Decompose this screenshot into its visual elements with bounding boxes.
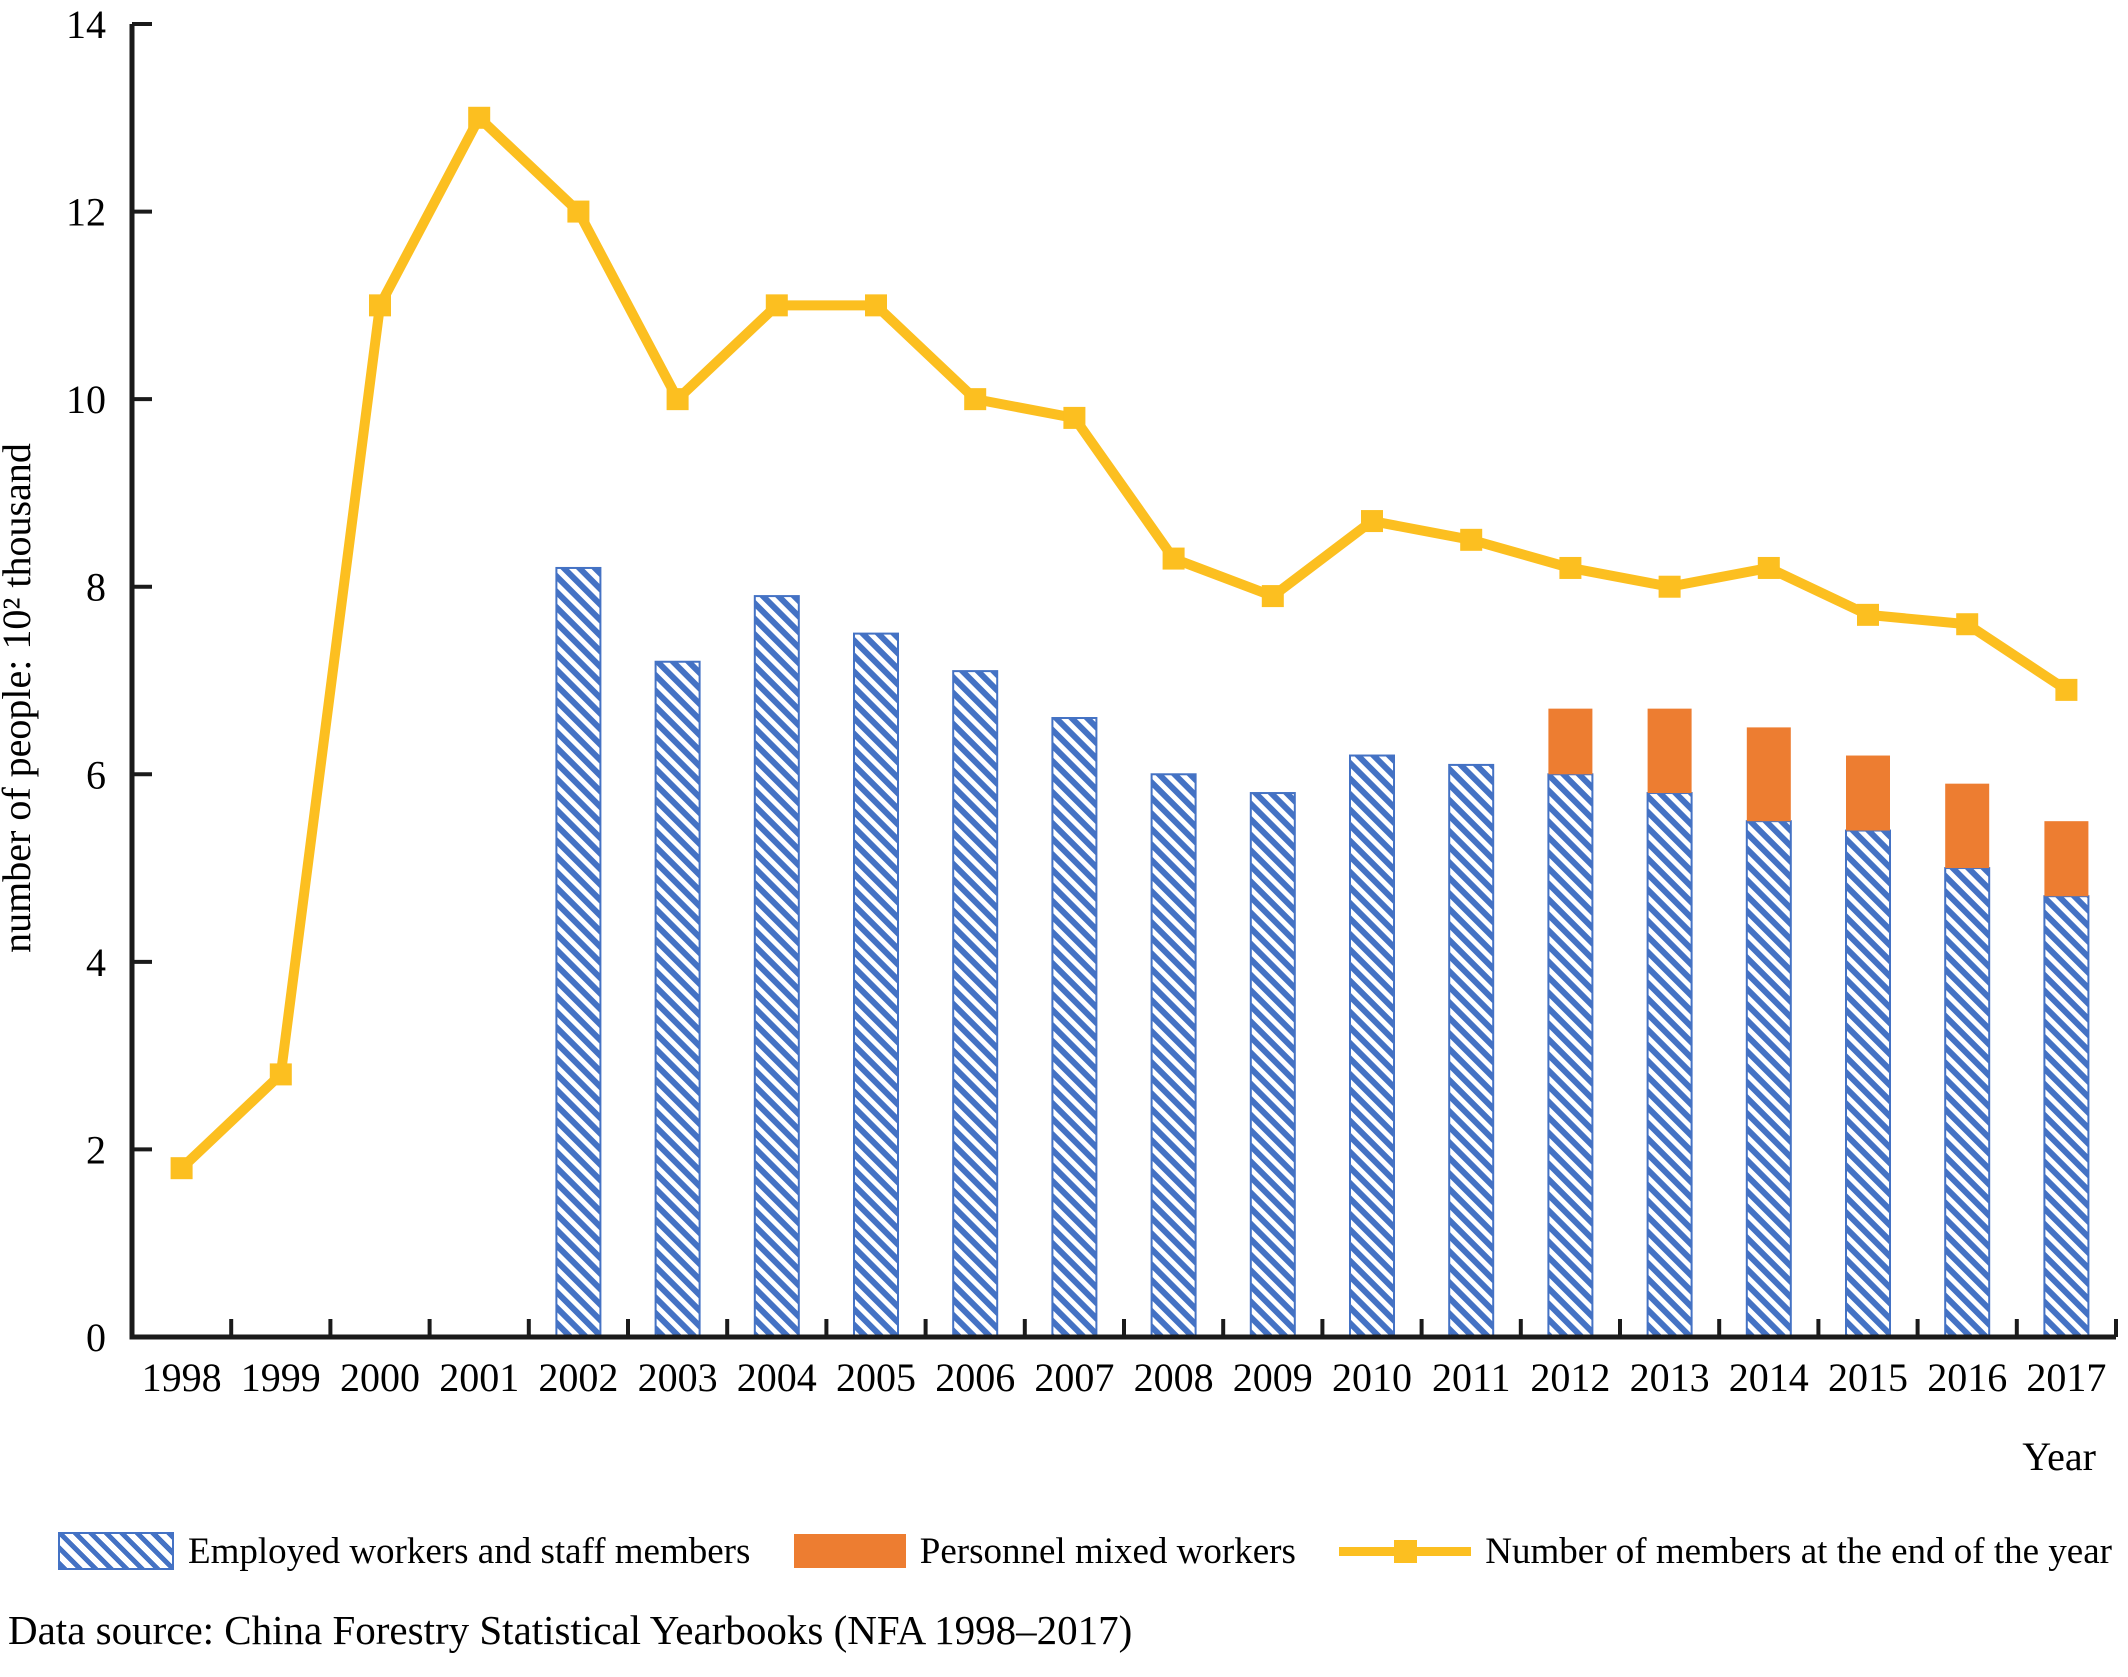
x-axis-title: Year	[2022, 1434, 2096, 1479]
bar-employed-2003	[654, 660, 701, 1338]
members-marker-2010	[1361, 510, 1383, 533]
y-tick-label: 8	[86, 565, 106, 610]
x-tick-label: 2006	[935, 1355, 1015, 1400]
axes-group	[129, 22, 2118, 1340]
x-tick-label: 2015	[1828, 1355, 1908, 1400]
bar-employed-2017	[2043, 895, 2090, 1338]
bar-employed-2005	[853, 632, 899, 1338]
members-marker-2014	[1757, 556, 1780, 579]
members-marker-2006	[964, 388, 987, 411]
members-marker-2013	[1658, 575, 1681, 598]
members-marker-2007	[1063, 406, 1086, 429]
x-tick-label: 2009	[1233, 1355, 1313, 1400]
x-tick-label: 2012	[1530, 1355, 1610, 1400]
x-tick-label: 2001	[439, 1355, 519, 1400]
members-line-icon	[1339, 1533, 1472, 1569]
legend-item-personnel-mixed: Personnel mixed workers	[793, 1530, 1296, 1572]
bar-employed-2016	[1944, 867, 1991, 1338]
members-marker-2016	[1956, 613, 1979, 636]
bar-personnel-2014	[1746, 727, 1791, 822]
legend: Employed workers and staff members Perso…	[58, 1532, 2112, 1570]
personnel-mixed-solid-bar-icon	[793, 1534, 906, 1568]
y-tick-label: 10	[66, 377, 106, 422]
employed-workers-hatched-bar-icon	[58, 1532, 174, 1570]
legend-item-employed-workers: Employed workers and staff members	[58, 1532, 750, 1570]
x-tick-label: 2004	[737, 1355, 817, 1400]
bar-personnel-2016	[1945, 783, 1990, 869]
bar-employed-2014	[1745, 820, 1792, 1338]
x-tick-label: 2005	[836, 1355, 916, 1400]
bar-employed-2009	[1249, 792, 1296, 1338]
x-tick-label: 1998	[142, 1355, 222, 1400]
legend-label-members-line: Number of members at the end of the year	[1485, 1530, 2112, 1572]
bar-employed-2008	[1150, 773, 1197, 1338]
members-line	[176, 109, 2072, 1174]
members-marker-2015	[1857, 603, 1879, 626]
tick-labels-group: 0 2 4 6 8 10 12 14 1998 1999 2000 2001 2002 2003 2004 2…	[66, 2, 2106, 1400]
bar-employed-2006	[952, 670, 999, 1338]
bar-employed-2002	[555, 566, 602, 1338]
chart-canvas: 0 2 4 6 8 10 12 14 1998 1999 2000 2001 2002 2003 2004 2…	[0, 2, 2118, 1479]
members-marker-2000	[369, 294, 391, 317]
members-line-marker-icon	[1394, 1540, 1418, 1563]
legend-label-personnel-mixed: Personnel mixed workers	[919, 1530, 1296, 1572]
y-tick-label: 12	[66, 190, 106, 235]
members-marker-2009	[1261, 585, 1284, 608]
source-note: Data source: China Forestry Statistical …	[8, 1607, 1133, 1653]
x-tick-label: 2011	[1432, 1355, 1511, 1400]
x-tick-label: 2000	[340, 1355, 420, 1400]
bar-personnel-2017	[2044, 821, 2089, 897]
bar-personnel-2012	[1548, 708, 1593, 775]
members-marker-2003	[666, 388, 689, 411]
x-tick-label: 2017	[2026, 1355, 2106, 1400]
bars-group	[555, 566, 2090, 1338]
bar-personnel-2015	[1846, 755, 1890, 831]
bar-personnel-2013	[1647, 708, 1692, 794]
x-tick-label: 2010	[1332, 1355, 1412, 1400]
x-tick-label: 2003	[638, 1355, 718, 1400]
x-tick-label: 2014	[1729, 1355, 1809, 1400]
y-tick-label: 6	[86, 752, 106, 797]
x-tick-label: 2008	[1134, 1355, 1214, 1400]
bar-employed-2007	[1051, 717, 1098, 1338]
bar-employed-2004	[753, 595, 800, 1338]
members-marker-1998	[170, 1157, 193, 1180]
bar-employed-2010	[1349, 754, 1395, 1338]
x-tick-label: 2013	[1630, 1355, 1710, 1400]
members-marker-2005	[865, 294, 887, 317]
members-marker-1999	[269, 1063, 292, 1086]
members-marker-2008	[1162, 547, 1185, 570]
x-tick-label: 1999	[241, 1355, 321, 1400]
x-tick-label: 2016	[1927, 1355, 2007, 1400]
x-tick-label: 2007	[1034, 1355, 1114, 1400]
members-marker-2001	[468, 106, 491, 129]
y-tick-label: 4	[86, 940, 106, 985]
bar-employed-2015	[1845, 829, 1891, 1338]
bar-employed-2012	[1547, 773, 1594, 1338]
members-marker-2017	[2055, 678, 2078, 701]
y-tick-label: 14	[66, 2, 106, 47]
members-marker-2012	[1559, 556, 1582, 579]
members-marker-2011	[1460, 528, 1483, 551]
legend-item-members-line: Number of members at the end of the year	[1339, 1533, 2112, 1570]
y-tick-label: 0	[86, 1315, 106, 1360]
x-tick-label: 2002	[538, 1355, 618, 1400]
y-tick-label: 2	[86, 1127, 106, 1172]
y-axis-title: number of people: 10² thousand	[0, 443, 39, 953]
bar-employed-2011	[1448, 763, 1495, 1338]
members-line-group	[170, 106, 2078, 1180]
legend-label-employed-workers: Employed workers and staff members	[188, 1530, 751, 1572]
bar-employed-2013	[1646, 792, 1693, 1338]
members-marker-2004	[765, 294, 788, 317]
members-marker-2002	[567, 200, 590, 223]
